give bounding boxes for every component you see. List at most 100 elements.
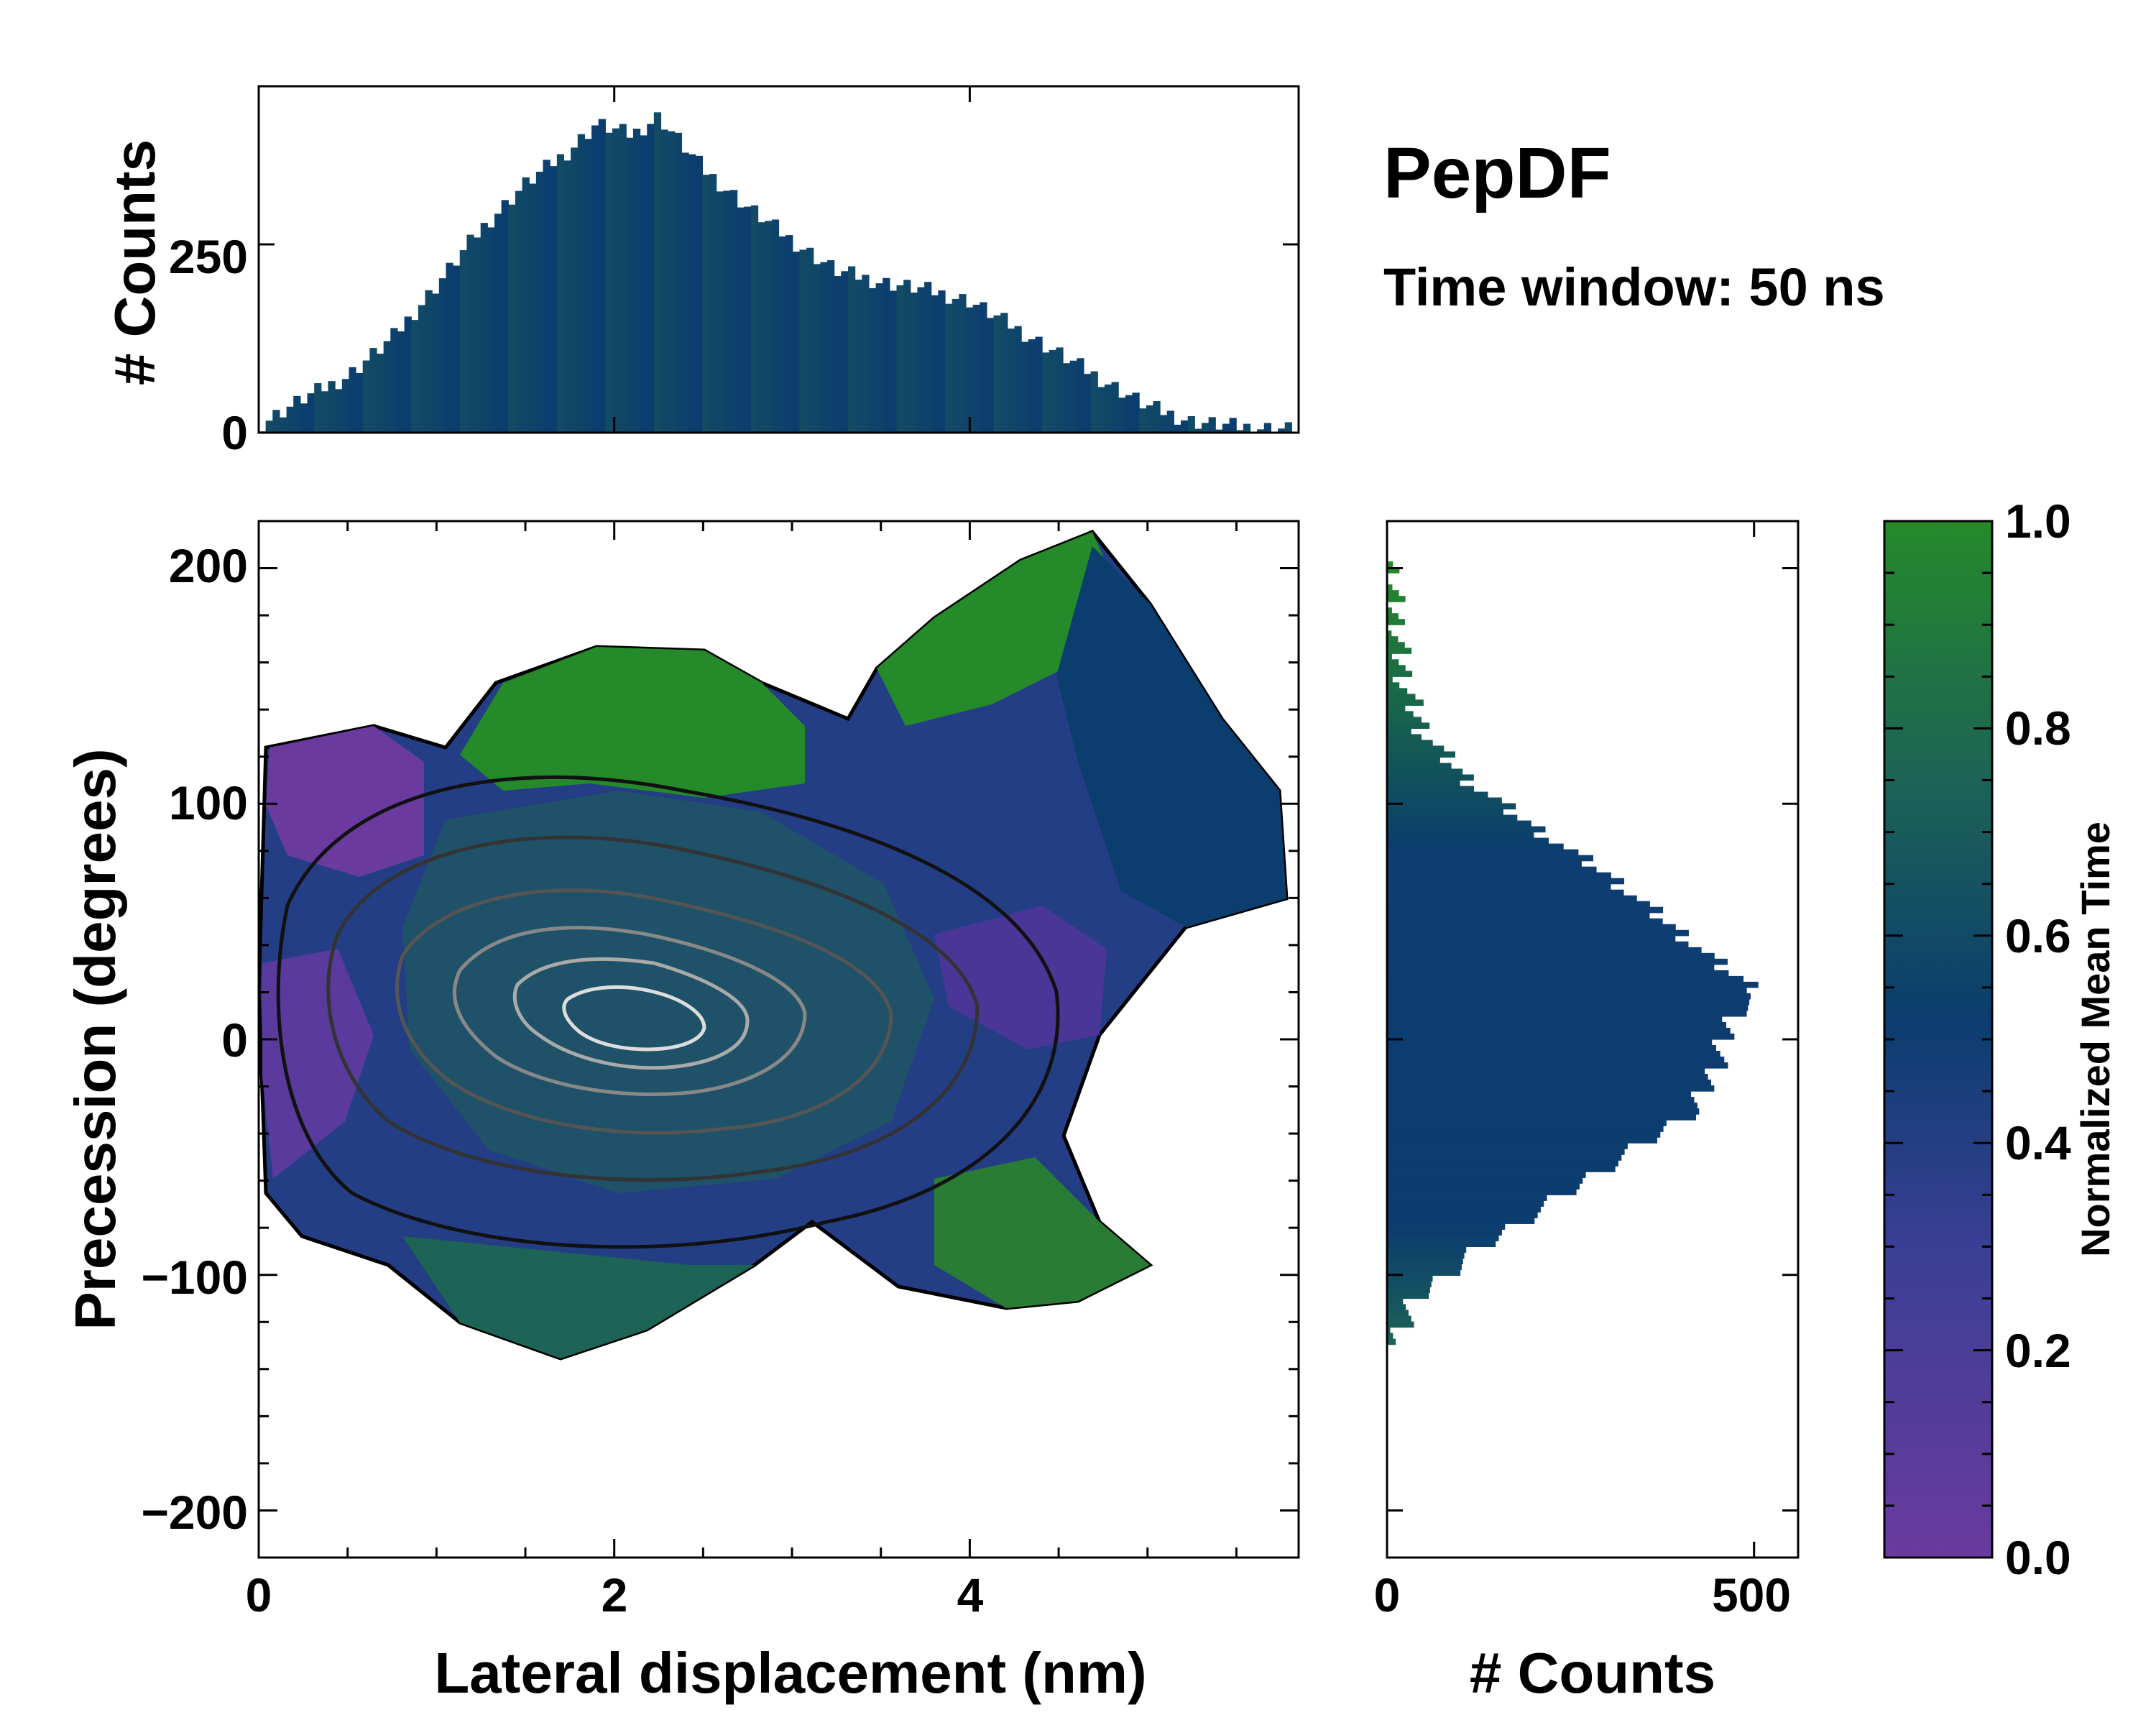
right-histogram-bar — [1387, 1080, 1711, 1086]
right-histogram-bar — [1387, 1287, 1430, 1294]
top-histogram-bar — [972, 304, 980, 433]
right-histogram-bar — [1387, 843, 1564, 850]
top-histogram-bar — [1139, 408, 1147, 433]
right-histogram-bar — [1387, 619, 1405, 625]
top-histogram-bar — [487, 227, 495, 433]
right-histogram-bar — [1387, 1131, 1661, 1138]
top-histogram-bar — [702, 175, 710, 433]
right-histogram-bar — [1387, 849, 1579, 856]
right-histogram-bar — [1387, 814, 1518, 822]
right-histogram-bar — [1387, 699, 1424, 706]
top-histogram-bars — [259, 112, 1292, 433]
right-histogram-bar — [1387, 1074, 1708, 1080]
right-histogram-bar — [1387, 1143, 1628, 1149]
top-histogram-bar — [952, 298, 959, 433]
right-histogram-bar — [1387, 1126, 1664, 1132]
top-histogram-bar — [1187, 415, 1195, 433]
top-histogram-bar — [1083, 374, 1092, 433]
top-histogram-bar — [737, 207, 745, 433]
top-histogram-bar — [626, 137, 634, 433]
top-histogram-bar — [1181, 420, 1189, 433]
right-histogram-bar — [1387, 780, 1460, 787]
top-histogram-bar — [341, 379, 350, 433]
right-histogram-bar — [1387, 1235, 1499, 1241]
top-histogram-bar — [674, 132, 683, 433]
right-histogram-bar — [1387, 935, 1676, 942]
right-histogram-bar — [1387, 636, 1399, 643]
right-histogram-bar — [1387, 705, 1406, 712]
right-histogram-bar — [1387, 1051, 1720, 1057]
top-histogram-bar — [1166, 410, 1174, 433]
top-histogram-bar — [896, 285, 904, 433]
top-ytick-label-0: 0 — [221, 406, 248, 459]
top-histogram-bar — [1146, 405, 1154, 433]
top-histogram-bar — [744, 206, 752, 433]
right-histogram-bar — [1387, 981, 1759, 988]
top-histogram-bar — [1236, 430, 1244, 433]
right-histogram-bar — [1387, 809, 1503, 816]
top-histogram-bar — [404, 316, 412, 433]
colorbar-tick-label-0.8: 0.8 — [2005, 702, 2071, 755]
right-histogram-bar — [1387, 1258, 1463, 1265]
top-histogram-bar — [438, 278, 447, 433]
top-histogram-bar — [1201, 423, 1210, 433]
right-histogram-bar — [1387, 1039, 1713, 1046]
top-histogram-bar — [286, 406, 294, 433]
top-histogram-bar — [903, 280, 911, 433]
right-histogram-bar — [1387, 820, 1531, 827]
ytick-label-200: 200 — [169, 539, 248, 592]
top-histogram-bar — [432, 293, 440, 433]
top-histogram-bar — [729, 190, 738, 433]
top-histogram-panel: 0 250 # Counts — [103, 85, 1300, 459]
right-histogram-bar — [1387, 717, 1422, 723]
right-histogram-bar — [1387, 1189, 1577, 1195]
heatmap-region-blue-right — [1056, 546, 1286, 927]
colorbar-gradient — [1883, 520, 1994, 1559]
right-histogram-bar — [1387, 941, 1689, 948]
right-histogram-bar — [1387, 1149, 1625, 1155]
right-histogram-bar — [1387, 866, 1597, 873]
top-histogram-bar — [765, 221, 773, 433]
top-histogram-bar — [1007, 328, 1015, 433]
right-histogram-bar — [1387, 1310, 1409, 1317]
top-histogram-bar — [383, 341, 391, 433]
top-histogram-bar — [321, 391, 329, 433]
top-histogram-bar — [931, 295, 939, 433]
right-histogram-bar — [1387, 924, 1676, 931]
chart-subtitle: Time window: 50 ns — [1383, 257, 1885, 317]
right-histogram-bar — [1387, 596, 1406, 602]
top-histogram-bar — [612, 128, 620, 433]
top-histogram-bar — [709, 174, 717, 433]
right-histogram-bar — [1387, 797, 1502, 804]
top-histogram-bar — [1111, 382, 1119, 433]
top-histogram-bar — [688, 154, 696, 433]
right-histogram-bar — [1387, 768, 1463, 776]
right-histogram-bar — [1387, 671, 1413, 677]
right-histogram-bar — [1387, 694, 1416, 700]
right-histogram-bar — [1387, 906, 1664, 914]
right-histogram-bar — [1387, 1195, 1547, 1201]
top-histogram-bar — [1160, 415, 1168, 433]
colorbar-tick-label-0.6: 0.6 — [2005, 909, 2071, 962]
top-histogram-bar — [535, 171, 544, 433]
top-histogram-bar — [917, 287, 925, 433]
right-histogram-bar — [1387, 1010, 1747, 1017]
top-histogram-bar — [993, 315, 1001, 433]
top-histogram-bar — [938, 290, 946, 433]
right-histogram-bar — [1387, 682, 1400, 689]
top-histogram-bar — [1132, 392, 1140, 433]
ytick-label-100: 100 — [169, 776, 248, 829]
ytick-label-minus200: −200 — [141, 1486, 248, 1539]
top-histogram-bar — [924, 282, 932, 433]
right-histogram-bar — [1387, 912, 1650, 919]
top-histogram-bar — [453, 265, 461, 433]
top-histogram-bar — [425, 290, 433, 433]
top-histogram-bar — [723, 190, 731, 433]
top-histogram-bar — [390, 328, 398, 433]
top-histogram-bar — [1042, 352, 1050, 433]
top-histogram-bar — [771, 219, 780, 433]
right-histogram-bar — [1387, 1172, 1586, 1178]
xtick-label-2: 2 — [602, 1568, 628, 1622]
right-histogram-bar — [1387, 711, 1414, 717]
main-heatmap-ticks — [257, 521, 1299, 1558]
